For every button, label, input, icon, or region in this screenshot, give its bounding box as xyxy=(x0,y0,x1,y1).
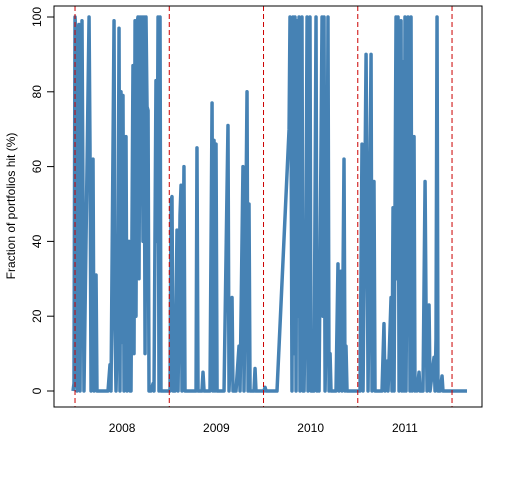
y-tick-label: 80 xyxy=(30,85,44,99)
x-tick-label: 2009 xyxy=(203,421,230,435)
y-tick-label: 0 xyxy=(30,387,44,394)
y-tick-label: 40 xyxy=(30,234,44,248)
y-axis-label: Fraction of portfolios hit (%) xyxy=(4,133,18,280)
y-tick-label: 60 xyxy=(30,160,44,174)
x-tick-label: 2010 xyxy=(297,421,324,435)
x-tick-label: 2008 xyxy=(109,421,136,435)
plot-frame xyxy=(53,5,483,408)
y-tick-label: 20 xyxy=(30,309,44,323)
y-tick-label: 100 xyxy=(30,7,44,27)
series-line xyxy=(71,15,468,393)
x-tick-label: 2011 xyxy=(392,421,418,435)
